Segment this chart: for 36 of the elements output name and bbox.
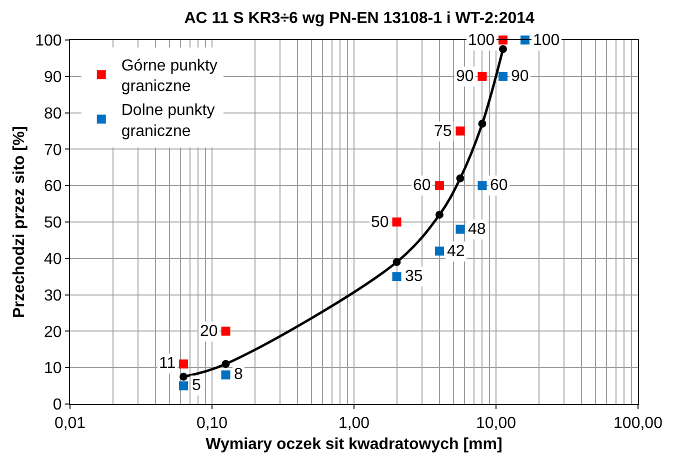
x-tick-label: 0,01 <box>54 415 86 432</box>
data-label: 35 <box>405 268 423 285</box>
y-tick-label: 80 <box>44 105 62 122</box>
data-label: 100 <box>533 32 560 49</box>
y-tick-label: 100 <box>35 32 62 50</box>
data-label: 11 <box>159 355 176 372</box>
y-tick-label: 0 <box>52 396 62 414</box>
x-tick-label: 0,10 <box>196 415 228 432</box>
data-label: 48 <box>468 221 486 238</box>
y-tick-label: 40 <box>44 251 62 268</box>
legend-label: Górne punkty graniczne <box>121 57 218 96</box>
data-label: 100 <box>468 32 495 49</box>
x-tick-label: 100,00 <box>614 415 663 432</box>
chart-title: AC 11 S KR3÷6 wg PN-EN 13108-1 i WT-2:2014 <box>184 10 535 27</box>
data-label: 60 <box>490 177 508 194</box>
x-tick-label: 10,00 <box>476 415 516 432</box>
data-label: 20 <box>200 323 218 340</box>
y-tick-label: 30 <box>44 287 62 304</box>
y-tick-label: 10 <box>44 360 62 378</box>
data-label: 42 <box>447 243 465 260</box>
data-label: 90 <box>456 68 474 85</box>
y-tick-label: 20 <box>44 324 62 341</box>
y-tick-label: 90 <box>44 69 62 86</box>
data-label: 50 <box>371 214 389 231</box>
data-label: 8 <box>234 366 243 383</box>
x-axis-title: Wymiary oczek sit kwadratowych [mm] <box>206 436 502 453</box>
x-tick-label: 1,00 <box>338 415 370 432</box>
y-tick-label: 60 <box>44 178 62 196</box>
y-tick-label: 70 <box>44 142 62 159</box>
data-label: 75 <box>434 123 452 140</box>
data-label: 90 <box>511 68 529 85</box>
data-label: 5 <box>192 377 201 394</box>
y-tick-label: 50 <box>44 214 62 232</box>
legend-label: Dolne punkty graniczne <box>121 102 215 140</box>
data-label: 60 <box>413 177 431 194</box>
y-axis-title: Przechodzi przez sito [%] <box>10 126 28 318</box>
